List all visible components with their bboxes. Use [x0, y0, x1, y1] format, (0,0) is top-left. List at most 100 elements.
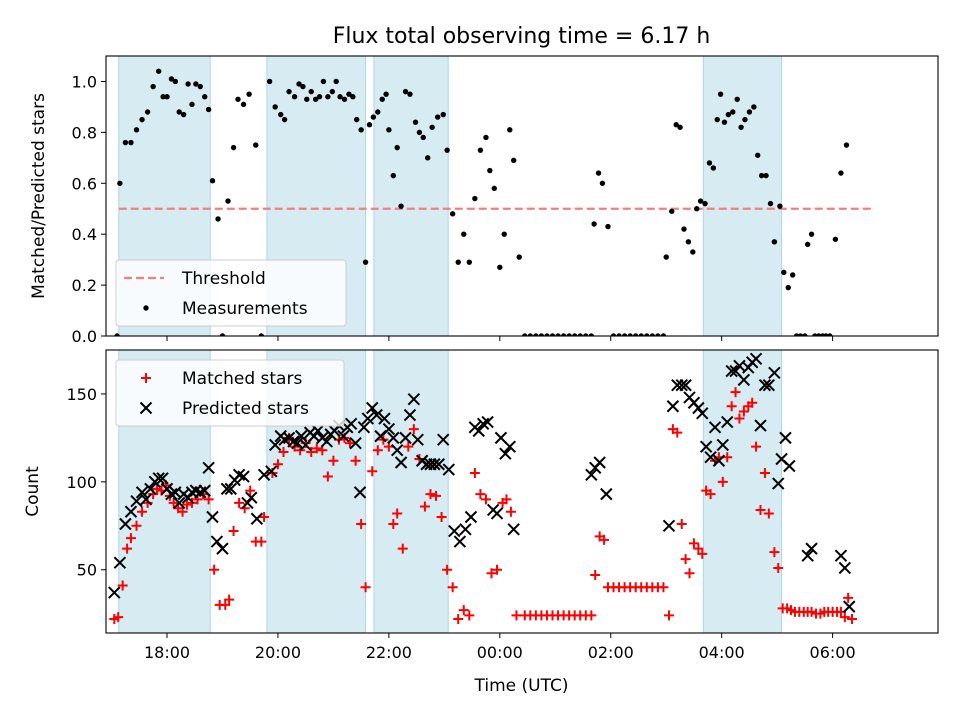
predicted-star-point: [344, 417, 358, 431]
predicted-star-point: [428, 458, 441, 471]
predicted-star-point: [237, 470, 250, 483]
measurement-point: [325, 94, 331, 100]
predicted-star-point: [156, 472, 169, 485]
measurement-point: [644, 333, 650, 336]
matched-star-point: [431, 490, 442, 501]
measurement-point: [429, 124, 435, 130]
measurement-point: [434, 114, 441, 120]
shaded-span: [702, 55, 783, 337]
measurement-point: [133, 127, 140, 133]
matched-star-point: [469, 468, 480, 479]
x-tick-label: 02:00: [588, 643, 634, 662]
measurement-point: [725, 111, 732, 118]
matched-star-point: [177, 506, 188, 517]
predicted-star-point: [361, 412, 375, 425]
measurement-point: [354, 116, 360, 123]
measurement-point: [706, 160, 713, 166]
measurement-point: [416, 129, 423, 136]
x-tick-label: 00:00: [477, 643, 523, 662]
predicted-star-point: [675, 378, 688, 392]
measurement-point: [144, 109, 151, 115]
predicted-star-point: [662, 519, 676, 532]
measurement-point: [633, 333, 639, 336]
predicted-star-point: [173, 496, 186, 510]
measurement-point: [588, 333, 595, 336]
measurement-point: [205, 106, 212, 113]
matched-star-point: [311, 443, 322, 454]
measurement-point: [583, 333, 589, 336]
measurement-point: [296, 81, 302, 87]
matched-star-point: [113, 612, 124, 623]
y-tick-label: 100: [66, 473, 97, 492]
matched-star-point: [228, 526, 239, 537]
bottom-panel: 50 100 150 18:00 20:00 22:00 00:00 02:00 04:00 06…: [23, 349, 939, 662]
measurement-point: [358, 127, 364, 133]
predicted-star-point: [499, 447, 512, 460]
measurement-point: [449, 211, 456, 217]
measurement-point: [621, 333, 628, 336]
matched-star-point: [356, 519, 367, 530]
measurement-point: [838, 170, 844, 176]
predicted-star-point: [287, 435, 300, 448]
matched-star-point: [453, 613, 464, 624]
matched-star-point: [350, 455, 361, 466]
predicted-star-point: [772, 477, 785, 490]
measurement-point: [599, 180, 606, 186]
top-panel: 0.0 0.2 0.4 0.6 0.8 1.0 Matched/Predicted star…: [29, 55, 939, 346]
matched-star-point: [676, 519, 687, 530]
measurement-point: [746, 109, 753, 115]
measurement-point: [278, 111, 284, 118]
measurement-point: [690, 249, 696, 255]
predicted-star-point: [843, 600, 856, 613]
matched-star-point: [464, 610, 475, 621]
measurement-point: [215, 216, 221, 222]
matched-star-point: [220, 599, 231, 610]
x-tick-label: 18:00: [144, 643, 190, 662]
measurement-point: [455, 259, 461, 265]
measurement-point: [176, 109, 182, 115]
matched-star-point: [480, 494, 491, 505]
y-tick-label: 0.2: [72, 276, 97, 295]
legend-label: Predicted stars: [182, 399, 309, 419]
measurement-point: [516, 254, 522, 260]
measurement-point: [694, 206, 700, 212]
measurement-point: [681, 226, 687, 232]
measurement-point: [366, 122, 373, 128]
measurement-point: [440, 111, 446, 118]
measurement-point: [394, 144, 400, 151]
measurement-point: [627, 333, 633, 336]
predicted-star-point: [224, 482, 238, 496]
predicted-star-point: [144, 482, 157, 496]
measurement-point: [258, 333, 265, 336]
predicted-star-point: [337, 429, 350, 443]
matched-star-point: [436, 511, 447, 522]
measurement-point: [286, 88, 292, 95]
measurement-point: [771, 239, 778, 245]
measurement-point: [240, 101, 247, 108]
matched-star-point: [697, 548, 708, 559]
measurement-point: [487, 167, 493, 174]
matched-star-point: [345, 438, 356, 449]
measurement-point: [316, 94, 323, 100]
matched-star-point: [759, 468, 770, 479]
measurement-point: [710, 165, 717, 171]
measurement-point: [797, 333, 804, 336]
measurement-point: [595, 170, 602, 176]
legend-box: [115, 259, 347, 327]
measurement-point: [160, 94, 166, 100]
measurement-point: [655, 333, 661, 336]
x-tick-label: 20:00: [255, 643, 301, 662]
measurement-point: [150, 83, 156, 90]
matched-star-point: [590, 569, 601, 580]
measurement-point: [312, 96, 319, 102]
predicted-star-point: [152, 472, 165, 485]
measurement-point: [291, 94, 298, 100]
y-tick-label: 0.4: [72, 225, 97, 244]
y-tick-label: 50: [77, 561, 97, 580]
predicted-star-point: [382, 422, 396, 436]
predicted-star-point: [666, 400, 680, 413]
measurement-point: [538, 333, 545, 336]
matched-star-point: [447, 582, 458, 593]
matched-star-point: [224, 594, 235, 605]
chart-title: Flux total observing time = 6.17 h: [333, 24, 711, 49]
